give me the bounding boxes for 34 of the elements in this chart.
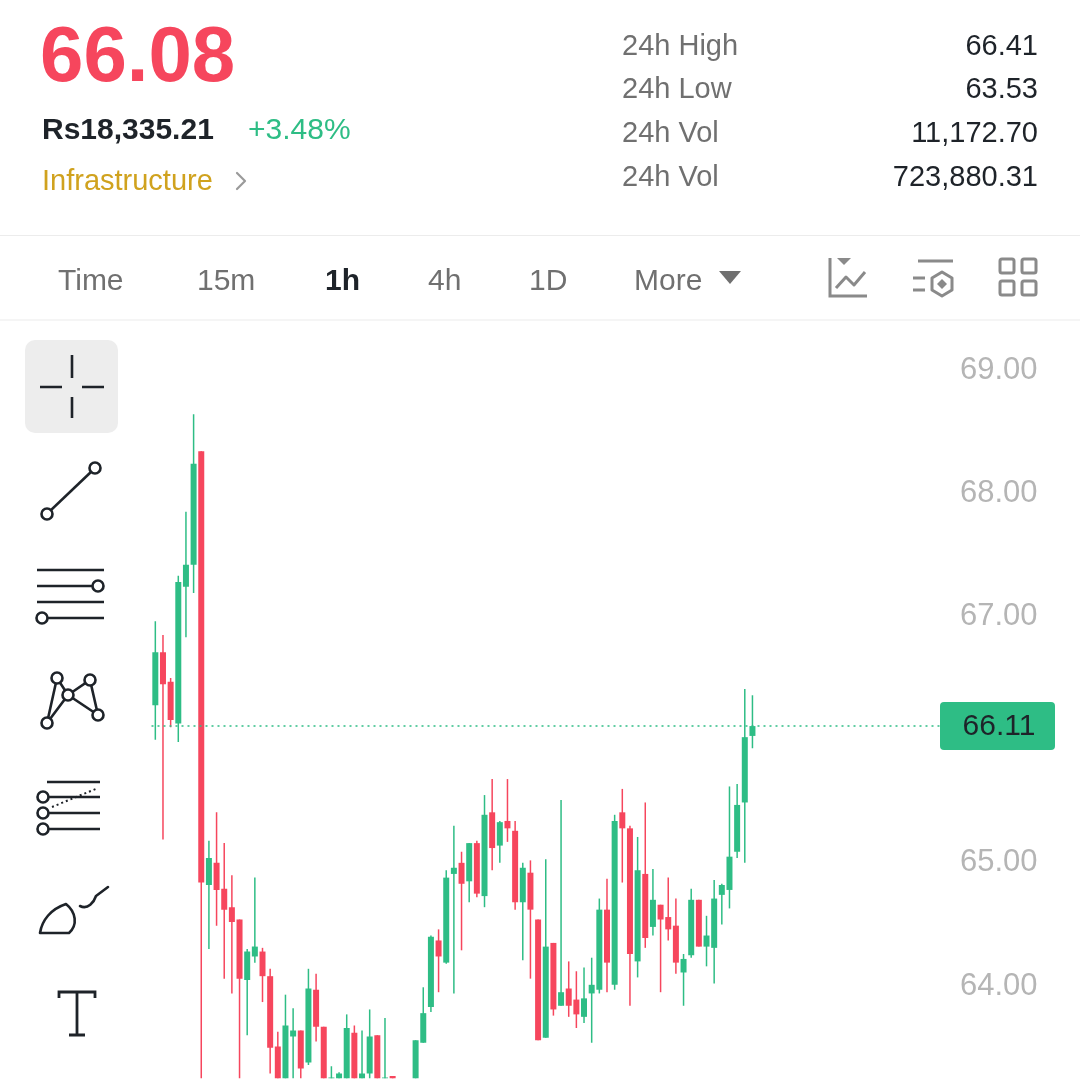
candlestick [228,875,235,994]
text: 63.53 [965,72,1038,104]
y-tick-label: 64.00 [960,966,1038,1002]
y-tick-label: 69.00 [960,350,1038,386]
text: 66.41 [965,29,1038,61]
text: Time [58,263,124,296]
candlestick [205,840,212,950]
text: More [634,263,703,296]
text: 24h Low [622,72,732,104]
candlestick [244,949,251,1036]
y-tick-label: 65.00 [960,843,1038,879]
candlestick [450,825,457,994]
candlestick [381,1018,388,1079]
ref-line-label: 66.11 [962,708,1036,742]
candlestick [558,800,565,1006]
text: 1h [325,263,361,296]
text: 24h Vol [622,116,719,148]
text: Infrastructure [42,164,213,196]
text: 24h High [622,29,739,61]
candlestick [159,634,166,840]
text: 15m [197,263,256,296]
text: 4h [428,263,462,296]
candlestick [251,877,258,963]
candlestick [290,1008,297,1079]
text: 24h Vol [622,160,719,192]
text: 723,880.31 [892,160,1038,192]
text: 66.08 [40,10,236,98]
candlestick [182,511,189,638]
y-tick-label: 68.00 [960,473,1038,509]
y-tick-label: 67.00 [960,596,1038,632]
text: Rs18,335.21 [42,112,214,145]
text: 11,172.70 [911,116,1038,148]
text: 1D [529,263,568,296]
text: +3.48% [248,112,351,145]
